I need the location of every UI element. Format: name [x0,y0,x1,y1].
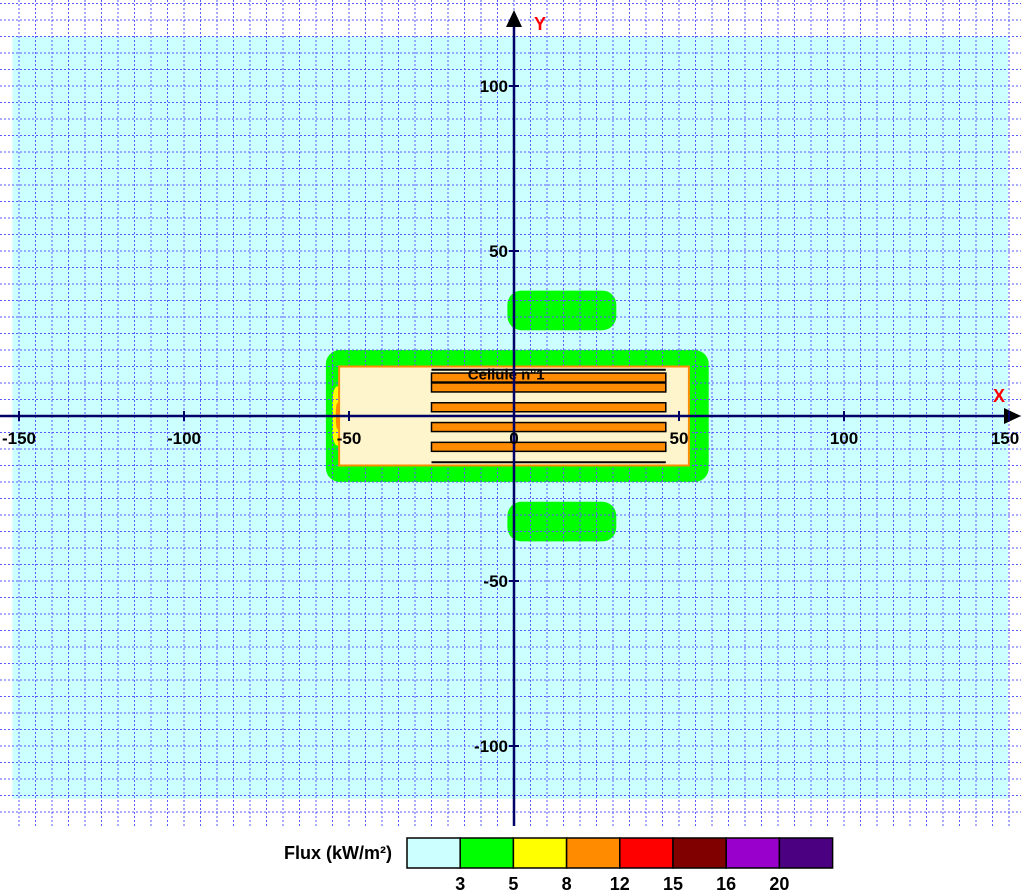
legend-threshold: 8 [562,874,572,894]
tick-labels: -150 -100 -50 0 50 100 150 100 50 -50 -100 [2,77,1019,756]
legend-swatch [565,837,621,869]
rack [430,372,667,383]
legend-threshold: 5 [508,874,518,894]
y-tick-label: -50 [483,572,508,591]
y-axis-arrow [506,10,522,27]
legend: Flux (kW/m²) 3 5 8 12 15 16 20 [284,837,834,894]
y-tick-label: 100 [480,77,508,96]
legend-threshold: 3 [455,874,465,894]
x-axis-arrow [1004,408,1021,424]
rack [430,382,667,393]
y-tick-label: 50 [489,242,508,261]
x-tick-label: 100 [830,429,858,448]
legend-swatch [459,837,515,869]
x-tick-label: 0 [509,429,518,448]
legend-swatch [672,837,727,869]
rack [430,421,667,433]
x-axis-label: X [993,386,1005,406]
x-tick-label: -150 [2,429,36,448]
legend-swatch [725,837,781,869]
x-tick-label: -100 [167,429,201,448]
cell-label: Cellule n°1 [468,367,545,384]
y-axis-label: Y [534,14,546,34]
legend-threshold: 20 [769,874,789,894]
legend-swatch [778,837,834,869]
y-tick-label: -100 [474,737,508,756]
flux-zone [507,501,617,542]
x-tick-label: -50 [337,429,362,448]
axes: XY [0,10,1021,826]
legend-swatch [406,837,461,869]
legend-title: Flux (kW/m²) [284,843,392,863]
x-tick-label: 50 [670,429,689,448]
flux-zone [507,290,617,331]
legend-threshold: 12 [610,874,630,894]
rack [430,402,667,413]
rack [430,441,667,453]
x-tick-label: 150 [991,429,1019,448]
legend-threshold: 15 [663,874,683,894]
legend-swatch [619,837,674,869]
legend-threshold: 16 [716,874,736,894]
legend-swatch [512,837,568,869]
